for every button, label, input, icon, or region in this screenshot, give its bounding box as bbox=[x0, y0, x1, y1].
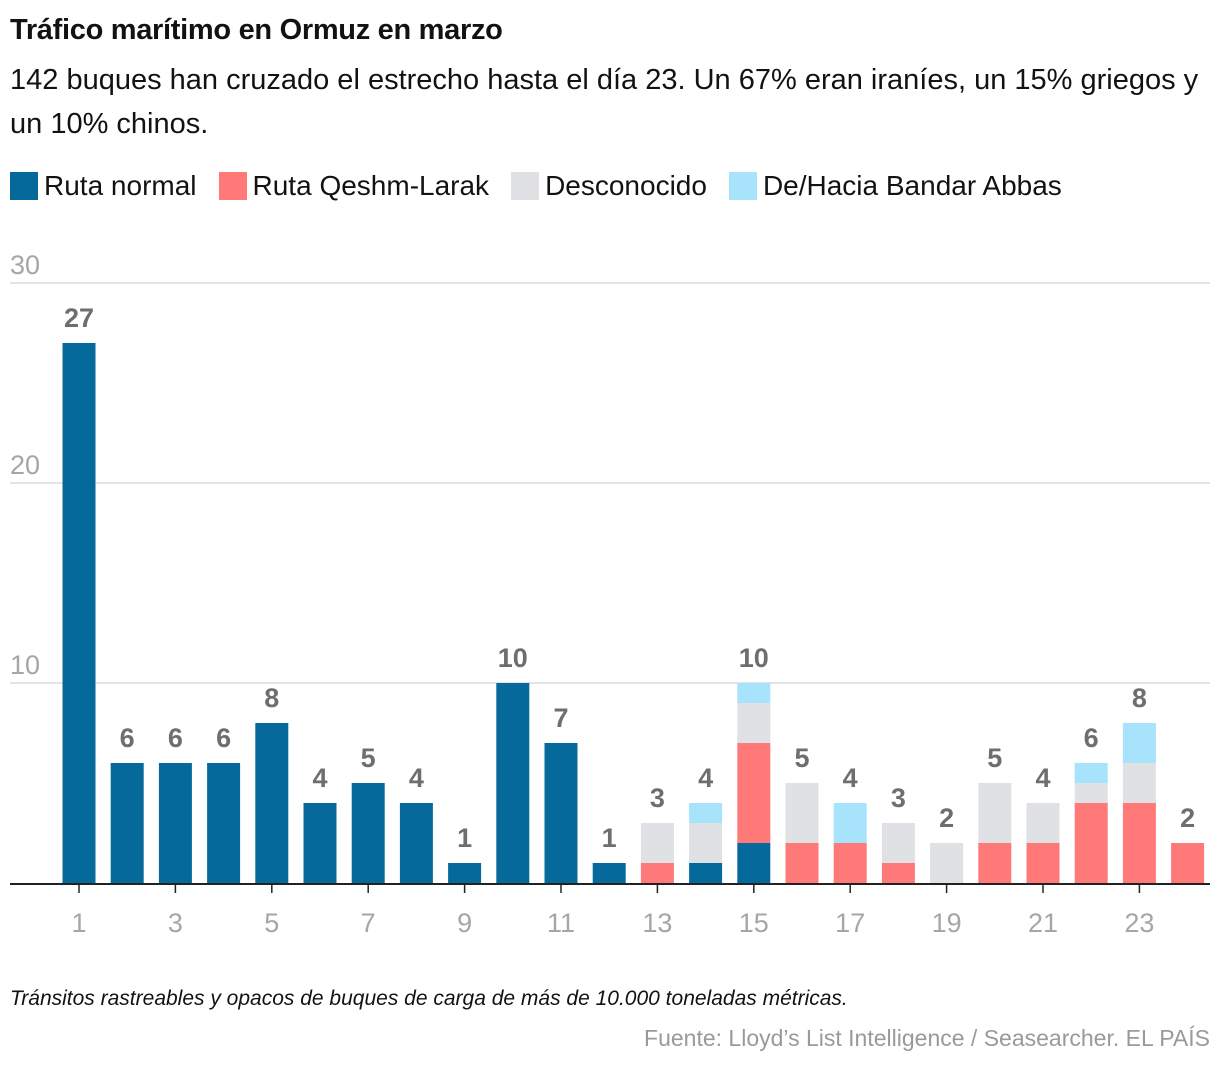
value-label-day-11: 7 bbox=[553, 703, 568, 733]
y-tick-label-30: 30 bbox=[10, 250, 40, 280]
bar-day-13-series-2 bbox=[640, 823, 674, 863]
legend-label-ruta-normal: Ruta normal bbox=[44, 170, 197, 201]
bar-day-22-series-3 bbox=[1074, 763, 1108, 783]
bar-day-7-series-0 bbox=[351, 783, 385, 883]
value-label-day-23: 8 bbox=[1132, 683, 1147, 713]
x-tick-label-9: 9 bbox=[457, 908, 472, 938]
value-label-day-6: 4 bbox=[312, 763, 327, 793]
legend-item-desconocido: Desconocido bbox=[511, 170, 707, 202]
legend-item-bandar-abbas: De/Hacia Bandar Abbas bbox=[728, 170, 1062, 202]
legend-swatch-bandar-abbas bbox=[728, 172, 757, 200]
y-tick-label-20: 20 bbox=[10, 450, 40, 480]
bar-day-14-series-3 bbox=[689, 803, 723, 823]
bar-day-1-series-0 bbox=[62, 343, 96, 883]
value-label-day-16: 5 bbox=[794, 743, 809, 773]
legend-item-ruta-normal: Ruta normal bbox=[10, 170, 197, 202]
bar-day-14-series-2 bbox=[689, 823, 723, 863]
legend-item-ruta-qeshm-larak: Ruta Qeshm-Larak bbox=[218, 170, 490, 202]
x-tick-label-19: 19 bbox=[932, 908, 962, 938]
source-text: Fuente: Lloyd’s List Intelligence / Seas… bbox=[644, 1025, 1120, 1051]
bar-day-18-series-2 bbox=[881, 823, 915, 863]
value-label-day-5: 8 bbox=[264, 683, 279, 713]
x-tick-label-21: 21 bbox=[1028, 908, 1058, 938]
value-label-day-21: 4 bbox=[1035, 763, 1050, 793]
bar-day-15-series-0 bbox=[737, 843, 771, 883]
bar-day-2-series-0 bbox=[110, 763, 144, 883]
bar-day-16-series-2 bbox=[785, 783, 819, 843]
bar-day-15-series-3 bbox=[737, 683, 771, 703]
legend-label-ruta-qeshm-larak: Ruta Qeshm-Larak bbox=[252, 170, 490, 201]
x-tick-label-15: 15 bbox=[739, 908, 769, 938]
value-label-day-8: 4 bbox=[409, 763, 424, 793]
x-tick-label-3: 3 bbox=[168, 908, 183, 938]
bar-day-18-series-1 bbox=[881, 863, 915, 883]
value-label-day-10: 10 bbox=[498, 643, 528, 673]
bar-day-23-series-3 bbox=[1122, 723, 1156, 763]
legend: Ruta normal Ruta Qeshm-Larak Desconocido… bbox=[10, 170, 1084, 202]
value-label-day-18: 3 bbox=[891, 783, 906, 813]
bar-day-3-series-0 bbox=[158, 763, 192, 883]
bar-day-8-series-0 bbox=[399, 803, 433, 883]
value-label-day-1: 27 bbox=[64, 303, 94, 333]
bar-day-17-series-1 bbox=[833, 843, 867, 883]
bar-day-13-series-1 bbox=[640, 863, 674, 883]
source-line: Fuente: Lloyd’s List Intelligence / Seas… bbox=[644, 1025, 1210, 1052]
value-label-day-17: 4 bbox=[843, 763, 858, 793]
bar-day-6-series-0 bbox=[303, 803, 337, 883]
bar-day-15-series-2 bbox=[737, 703, 771, 743]
x-tick-label-7: 7 bbox=[361, 908, 376, 938]
value-label-day-24: 2 bbox=[1180, 803, 1195, 833]
value-label-day-4: 6 bbox=[216, 723, 231, 753]
x-tick-label-23: 23 bbox=[1124, 908, 1154, 938]
x-tick-label-17: 17 bbox=[835, 908, 865, 938]
legend-swatch-ruta-qeshm-larak bbox=[218, 172, 247, 200]
bar-day-17-series-3 bbox=[833, 803, 867, 843]
legend-swatch-desconocido bbox=[511, 172, 540, 200]
value-label-day-2: 6 bbox=[120, 723, 135, 753]
bar-day-14-series-0 bbox=[689, 863, 723, 883]
value-label-day-12: 1 bbox=[602, 823, 617, 853]
value-label-day-19: 2 bbox=[939, 803, 954, 833]
value-label-day-20: 5 bbox=[987, 743, 1002, 773]
value-label-day-22: 6 bbox=[1084, 723, 1099, 753]
bar-day-4-series-0 bbox=[207, 763, 241, 883]
bar-day-15-series-1 bbox=[737, 743, 771, 843]
bar-day-9-series-0 bbox=[448, 863, 482, 883]
bar-day-20-series-1 bbox=[978, 843, 1012, 883]
value-label-day-15: 10 bbox=[739, 643, 769, 673]
x-tick-label-5: 5 bbox=[264, 908, 279, 938]
x-tick-label-13: 13 bbox=[642, 908, 672, 938]
bar-day-23-series-1 bbox=[1122, 803, 1156, 883]
bar-day-22-series-2 bbox=[1074, 783, 1108, 803]
chart-title: Tráfico marítimo en Ormuz en marzo bbox=[10, 14, 503, 46]
bar-day-5-series-0 bbox=[255, 723, 289, 883]
bar-day-20-series-2 bbox=[978, 783, 1012, 843]
bar-day-12-series-0 bbox=[592, 863, 626, 883]
bar-day-23-series-2 bbox=[1122, 763, 1156, 803]
bar-day-16-series-1 bbox=[785, 843, 819, 883]
bar-day-19-series-2 bbox=[930, 843, 964, 883]
value-label-day-7: 5 bbox=[361, 743, 376, 773]
x-tick-label-11: 11 bbox=[547, 908, 575, 938]
legend-label-bandar-abbas: De/Hacia Bandar Abbas bbox=[762, 170, 1062, 201]
footnote: Tránsitos rastreables y opacos de buques… bbox=[10, 987, 848, 1010]
bar-day-22-series-1 bbox=[1074, 803, 1108, 883]
value-label-day-14: 4 bbox=[698, 763, 713, 793]
legend-swatch-ruta-normal bbox=[10, 172, 38, 200]
value-label-day-13: 3 bbox=[650, 783, 665, 813]
bar-day-21-series-2 bbox=[1026, 803, 1060, 843]
bar-day-11-series-0 bbox=[544, 743, 578, 883]
legend-label-desconocido: Desconocido bbox=[545, 170, 707, 201]
brand-name: EL PAÍS bbox=[1125, 1025, 1210, 1051]
bar-day-24-series-1 bbox=[1171, 843, 1205, 883]
chart-subtitle: 142 buques han cruzado el estrecho hasta… bbox=[10, 64, 1199, 140]
value-label-day-3: 6 bbox=[168, 723, 183, 753]
bar-day-10-series-0 bbox=[496, 683, 530, 883]
y-tick-label-10: 10 bbox=[10, 650, 40, 680]
x-tick-label-1: 1 bbox=[71, 908, 86, 938]
bar-day-21-series-1 bbox=[1026, 843, 1060, 883]
value-label-day-9: 1 bbox=[457, 823, 472, 853]
